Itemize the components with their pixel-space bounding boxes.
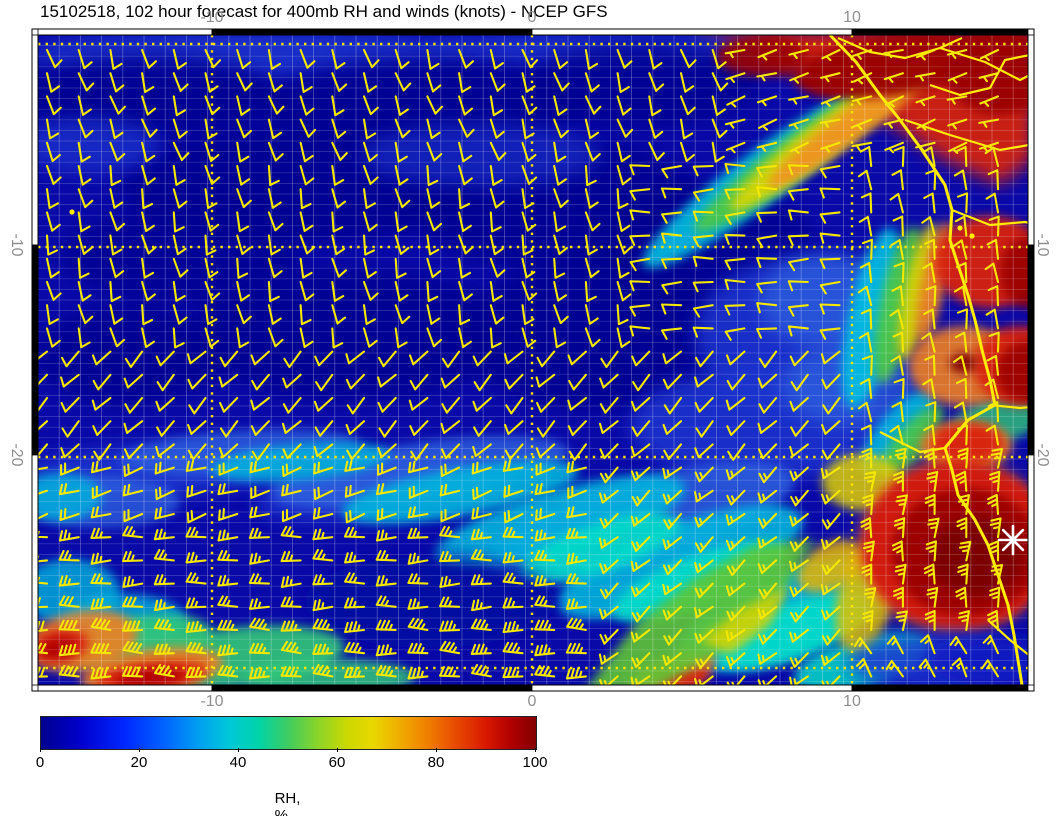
colorbar-tick-label: 80 [427, 754, 445, 771]
y-tick-label-left: -10 [8, 233, 25, 257]
border-path [837, 36, 963, 60]
border-path [879, 431, 946, 454]
rh-field [38, 35, 1028, 685]
map-dot [969, 233, 975, 239]
colorbar-tick-label: 60 [328, 754, 346, 771]
plot-outline [37, 34, 1029, 686]
page-title: 15102518, 102 hour forecast for 400mb RH… [40, 2, 608, 21]
x-tick-label-top: 10 [843, 9, 861, 26]
x-tick-label-bottom: 0 [527, 693, 537, 710]
border-path [951, 208, 1028, 227]
border-path [929, 54, 1028, 97]
border-path [904, 118, 1028, 152]
x-tick-label-bottom: -10 [200, 693, 224, 710]
colorbar-tick-label: 40 [229, 754, 247, 771]
observatory-asterisk-marker [997, 524, 1029, 556]
y-tick-label-right: -10 [1034, 233, 1051, 257]
colorbar-tick-label: 0 [35, 754, 45, 771]
colorbar-tick [139, 748, 140, 752]
map-dot [69, 209, 75, 215]
x-tick-label-bottom: 10 [843, 693, 861, 710]
colorbar-gradient [40, 716, 537, 750]
y-tick-label-right: -20 [1034, 443, 1051, 467]
map-dot [957, 225, 963, 231]
colorbar-tick-label: 20 [130, 754, 148, 771]
x-tick-label-top: -10 [200, 9, 224, 26]
colorbar-axis-label: RH, % [274, 790, 301, 816]
colorbar-tick [436, 748, 437, 752]
colorbar-tick [238, 748, 239, 752]
border-path [939, 46, 1028, 82]
y-tick-label-left: -20 [8, 443, 25, 467]
border-path [989, 403, 1028, 410]
x-tick-label-top: 0 [527, 9, 537, 26]
frame-outline [31, 28, 1035, 692]
colorbar-tick [40, 748, 41, 752]
colorbar-tick-label: 100 [522, 754, 548, 771]
colorbar-tick [337, 748, 338, 752]
major-gridlines-dotted [38, 35, 1028, 685]
colorbar-tick [535, 748, 536, 752]
